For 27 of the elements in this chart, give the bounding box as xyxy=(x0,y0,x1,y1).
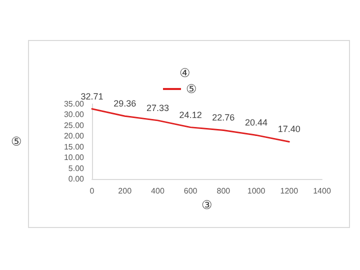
y-tick-label: 5.00 xyxy=(68,164,85,173)
x-tick-label: 400 xyxy=(151,186,165,196)
data-label: 29.36 xyxy=(114,98,136,109)
data-label: 27.33 xyxy=(146,102,169,113)
x-tick-label: 800 xyxy=(216,186,231,196)
y-tick-label: 20.00 xyxy=(64,132,85,141)
data-label: 32.71 xyxy=(80,91,104,102)
data-label: 24.12 xyxy=(179,110,202,120)
data-label: 20.44 xyxy=(245,118,268,128)
x-tick-label: 1000 xyxy=(247,186,266,196)
x-tick-label: 1200 xyxy=(280,186,299,196)
x-tick-label: 200 xyxy=(118,186,132,196)
y-tick-label: 35.00 xyxy=(64,100,85,108)
legend-label: ⑤ xyxy=(186,82,197,96)
y-tick-label: 10.00 xyxy=(64,153,85,162)
data-label: 22.76 xyxy=(212,112,235,123)
x-tick-label: 600 xyxy=(184,186,198,196)
y-tick-label: 15.00 xyxy=(64,142,85,152)
x-tick-label: 1400 xyxy=(313,186,332,196)
data-label: 17.40 xyxy=(278,124,300,134)
chart-title: ④ xyxy=(180,66,190,80)
y-tick-label: 30.00 xyxy=(64,110,85,120)
x-tick-label: 0 xyxy=(90,186,95,196)
x-axis-title: ③ xyxy=(202,198,212,212)
y-tick-label: 0.00 xyxy=(68,174,85,184)
y-axis-title: ⑤ xyxy=(11,134,22,148)
y-tick-label: 25.00 xyxy=(64,120,85,130)
